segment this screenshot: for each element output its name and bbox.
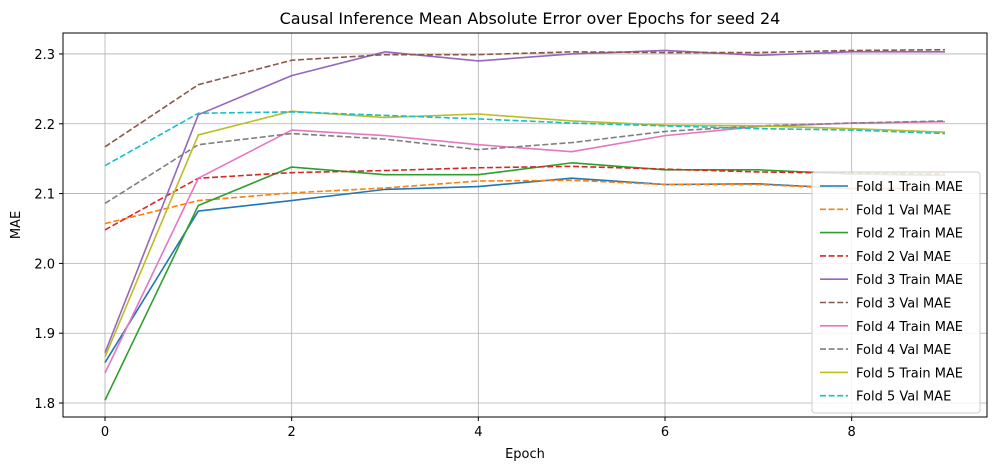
x-tick-label: 2	[288, 425, 296, 440]
legend: Fold 1 Train MAE Fold 1 Val MAE Fold 2 Tra…	[811, 171, 981, 414]
legend-label: Fold 1 Train MAE	[856, 180, 963, 195]
series-line-fold-4-val	[104, 120, 946, 205]
series-line-fold-1-val	[104, 179, 945, 225]
y-tick-label: 2.0	[34, 257, 55, 272]
x-axis-label: Epoch	[505, 447, 545, 462]
legend-box	[811, 171, 981, 414]
legend-label: Fold 3 Val MAE	[856, 297, 951, 312]
legend-label: Fold 3 Train MAE	[856, 273, 963, 288]
legend-label: Fold 4 Train MAE	[856, 320, 963, 335]
series-line-fold-5-train	[104, 110, 946, 358]
series-line-fold-3-val	[104, 48, 946, 148]
x-tick-label: 8	[848, 425, 856, 440]
legend-label: Fold 2 Val MAE	[856, 250, 951, 265]
series-line-fold-3-train	[104, 49, 945, 354]
y-axis-ticks: 1.8 1.9 2.0 2.1 2.2 2.3	[34, 48, 63, 412]
x-axis-ticks: 0 2 4 6 8	[101, 417, 856, 440]
series-line-fold-2-train	[104, 162, 946, 401]
x-tick-label: 0	[101, 425, 109, 440]
legend-label: Fold 4 Val MAE	[856, 343, 951, 358]
y-tick-label: 2.3	[34, 48, 55, 63]
y-tick-label: 1.8	[34, 397, 55, 412]
plot-frame	[62, 32, 988, 418]
series-line-fold-1-train	[104, 177, 945, 363]
chart-title: Causal Inference Mean Absolute Error ove…	[280, 9, 781, 28]
y-tick-label: 1.9	[34, 327, 55, 342]
series-group	[104, 48, 946, 401]
series-line-fold-5-val	[104, 111, 946, 167]
legend-label: Fold 5 Val MAE	[856, 390, 951, 405]
x-tick-label: 4	[474, 425, 482, 440]
y-axis-label: MAE	[9, 211, 24, 239]
legend-label: Fold 1 Val MAE	[856, 203, 951, 218]
legend-label: Fold 2 Train MAE	[856, 227, 963, 242]
series-line-fold-2-val	[104, 165, 946, 231]
y-tick-label: 2.2	[34, 118, 55, 133]
legend-label: Fold 5 Train MAE	[856, 366, 963, 381]
x-tick-label: 6	[661, 425, 669, 440]
y-tick-label: 2.1	[34, 188, 55, 203]
